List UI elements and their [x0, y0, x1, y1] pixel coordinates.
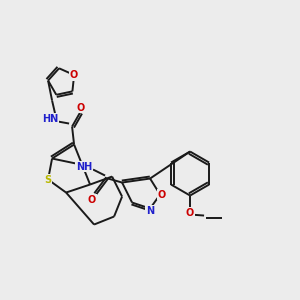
Text: O: O — [158, 190, 166, 200]
Text: O: O — [70, 70, 78, 80]
Text: O: O — [77, 103, 85, 112]
Text: O: O — [88, 194, 96, 205]
Text: N: N — [146, 206, 154, 215]
Text: S: S — [44, 175, 52, 184]
Text: NH: NH — [76, 161, 92, 172]
Text: O: O — [186, 208, 194, 218]
Text: HN: HN — [42, 113, 58, 124]
